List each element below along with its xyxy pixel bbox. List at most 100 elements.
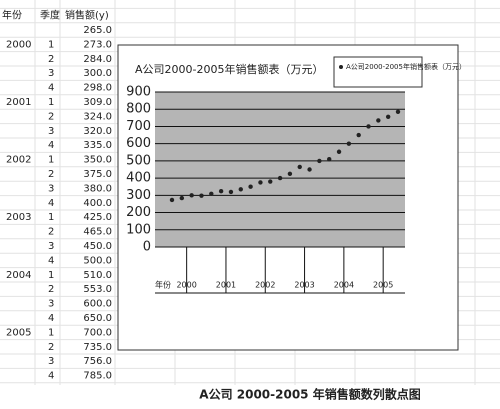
cell: 4 xyxy=(48,371,54,382)
header-cell: 销售额(y) xyxy=(65,9,109,22)
point xyxy=(248,184,253,189)
cell: 298.0 xyxy=(83,83,112,94)
cell: 2 xyxy=(48,111,54,122)
cell: 1 xyxy=(48,97,54,108)
cell: 1 xyxy=(48,270,54,281)
y-tick-label: 500 xyxy=(126,153,151,168)
cell: 3 xyxy=(48,183,54,194)
y-tick-label: 100 xyxy=(126,222,151,237)
legend-marker xyxy=(339,65,343,69)
cell: 465.0 xyxy=(83,227,112,238)
y-tick-label: 900 xyxy=(126,85,151,100)
cell: 1 xyxy=(48,39,54,50)
cell: 265.0 xyxy=(83,25,112,36)
point xyxy=(228,189,234,195)
cell: 450.0 xyxy=(83,241,112,252)
point xyxy=(307,167,312,172)
y-tick-label: 600 xyxy=(126,136,151,151)
point xyxy=(395,109,401,115)
caption: A公司 2000-2005 年销售额数列散点图 xyxy=(199,387,420,402)
y-tick-label: 200 xyxy=(126,205,151,220)
cell: 2000 xyxy=(6,39,31,50)
cell: 650.0 xyxy=(83,313,112,324)
point xyxy=(376,118,381,123)
point xyxy=(317,158,322,164)
cell: 553.0 xyxy=(83,284,112,295)
cell: 300.0 xyxy=(83,68,112,79)
y-tick-label: 300 xyxy=(126,188,151,203)
cell: 600.0 xyxy=(83,299,112,310)
cell: 4 xyxy=(48,140,54,151)
cell: 2001 xyxy=(6,97,31,108)
cell: 2 xyxy=(48,342,54,353)
cell: 3 xyxy=(48,356,54,367)
cell: 4 xyxy=(48,83,54,94)
header-cell: 季度 xyxy=(40,9,60,22)
point xyxy=(385,114,391,120)
cell: 2 xyxy=(48,227,54,238)
cell: 3 xyxy=(48,299,54,310)
point xyxy=(327,156,332,162)
cell: 1 xyxy=(48,212,54,223)
point xyxy=(336,149,342,154)
cell: 1 xyxy=(48,155,54,166)
point xyxy=(297,164,302,170)
cell: 3 xyxy=(48,68,54,79)
cell: 335.0 xyxy=(83,140,112,151)
cell: 2005 xyxy=(6,327,31,338)
point xyxy=(268,179,273,184)
cell: 4 xyxy=(48,198,54,209)
cell: 273.0 xyxy=(83,39,112,50)
cell: 4 xyxy=(48,255,54,266)
point xyxy=(189,193,194,198)
legend-box xyxy=(333,56,423,88)
y-tick-label: 700 xyxy=(126,119,151,134)
cell: 425.0 xyxy=(83,212,112,223)
point xyxy=(356,132,361,138)
cell: 375.0 xyxy=(83,169,112,180)
point xyxy=(258,180,263,185)
y-tick-label: 800 xyxy=(126,102,151,117)
chart-title: A公司2000-2005年销售额表（万元） xyxy=(135,62,323,76)
point xyxy=(199,193,204,198)
point xyxy=(366,124,371,129)
cell: 324.0 xyxy=(83,111,112,122)
legend-label: A公司2000-2005年销售额表（万元） xyxy=(346,62,466,71)
point xyxy=(287,171,293,177)
x-group-label: 年份 xyxy=(155,280,171,290)
point xyxy=(346,141,352,146)
cell: 320.0 xyxy=(83,126,112,137)
cell: 2 xyxy=(48,284,54,295)
cell: 1 xyxy=(48,327,54,338)
cell: 510.0 xyxy=(83,270,112,281)
y-tick-label: 400 xyxy=(126,171,151,186)
cell: 756.0 xyxy=(83,356,112,367)
cell: 2004 xyxy=(6,270,31,281)
point xyxy=(169,197,175,203)
point xyxy=(218,189,224,194)
cell: 309.0 xyxy=(83,97,112,108)
cell: 500.0 xyxy=(83,255,112,266)
header-cell: 年份 xyxy=(2,9,22,22)
point xyxy=(179,195,185,201)
plot-area xyxy=(155,92,405,247)
y-tick-label: 0 xyxy=(143,240,151,255)
cell: 735.0 xyxy=(83,342,112,353)
cell: 2003 xyxy=(6,212,31,223)
cell: 400.0 xyxy=(83,198,112,209)
cell: 380.0 xyxy=(83,183,112,194)
cell: 4 xyxy=(48,313,54,324)
cell: 2002 xyxy=(6,155,31,166)
cell: 284.0 xyxy=(83,54,112,65)
point xyxy=(209,191,214,196)
cell: 785.0 xyxy=(83,371,112,382)
cell: 3 xyxy=(48,126,54,137)
cell: 3 xyxy=(48,241,54,252)
cell: 350.0 xyxy=(83,155,112,166)
cell: 2 xyxy=(48,54,54,65)
point xyxy=(277,175,283,181)
cell: 2 xyxy=(48,169,54,180)
cell: 700.0 xyxy=(83,327,112,338)
point xyxy=(238,187,243,192)
